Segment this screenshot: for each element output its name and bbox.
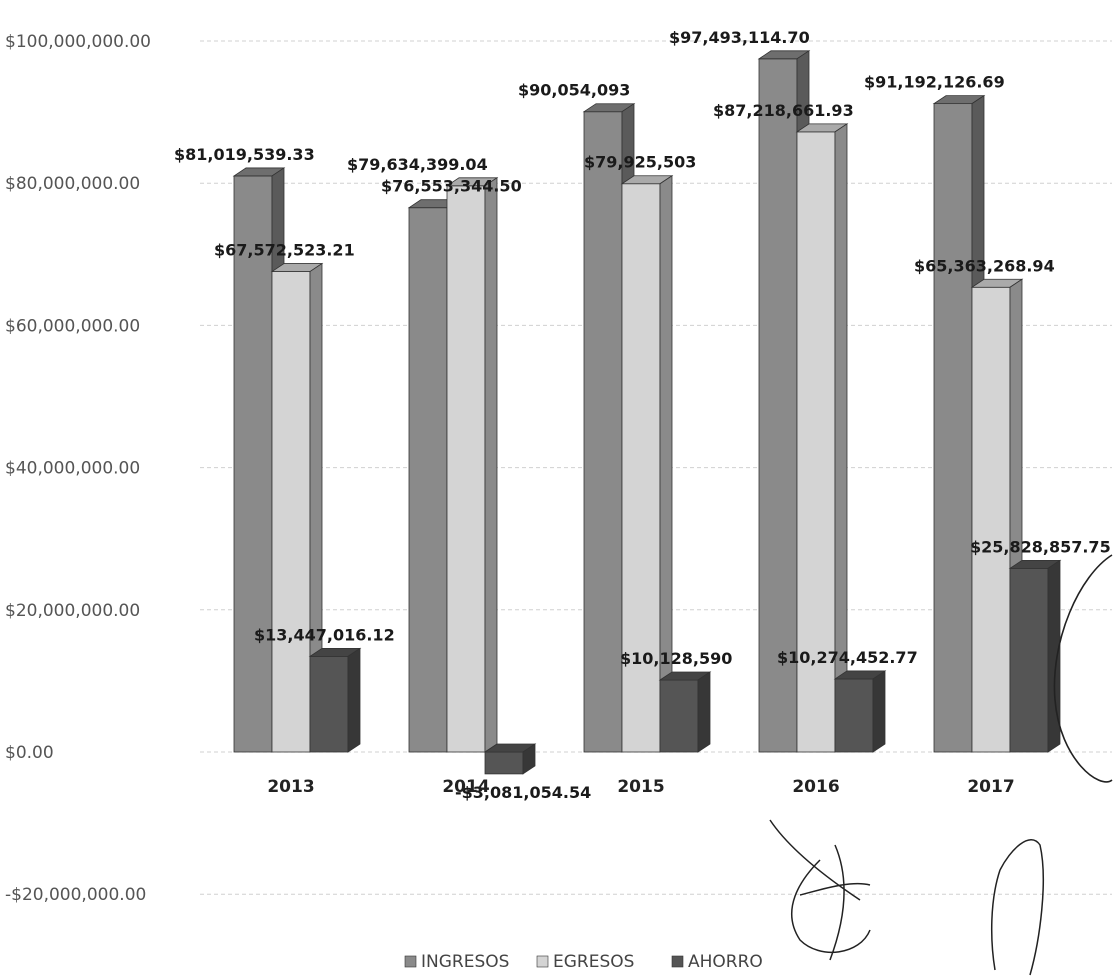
bar-front [408,207,448,753]
bar-ahorro-2013 [308,647,362,753]
x-category-label: 2013 [267,777,314,797]
bar-front [796,131,836,753]
y-tick-label: $0.00 [5,743,54,763]
bar-front [309,655,349,753]
legend-swatch [536,955,549,968]
bar-front [446,185,486,753]
bars [232,50,1062,775]
data-label: -$3,081,054.54 [455,783,591,802]
x-category-label: 2016 [792,777,839,797]
bar-side [347,647,361,753]
legend-label: INGRESOS [421,952,509,972]
signature-initials [769,819,871,961]
x-category-label: 2014 [442,777,489,797]
bar-front [659,679,699,753]
bar-side [484,177,498,753]
x-category-label: 2017 [967,777,1014,797]
data-label: $90,054,093 [518,81,630,100]
bar-front [758,58,798,753]
data-label: $79,634,399.04 [347,155,488,174]
y-tick-label: -$20,000,000.00 [5,885,146,905]
bar-egresos-2014 [445,177,499,753]
bar-front [933,103,973,753]
bar-ahorro-2015 [658,671,712,753]
legend-item-ahorro: AHORRO [671,952,763,972]
signature-stroke-right-edge [1053,554,1113,783]
data-label: $87,218,661.93 [713,101,854,120]
bar-ahorro-2014 [483,743,537,775]
data-label: $10,128,590 [620,649,732,668]
bar-side [1047,559,1061,753]
bar-front [971,286,1011,753]
data-label: $97,493,114.70 [669,28,810,47]
data-label: $67,572,523.21 [214,241,355,260]
handwritten-signatures [769,554,1113,976]
data-label: $79,925,503 [584,153,696,172]
signature-stroke-bottom-right [991,839,1044,976]
y-tick-label: $80,000,000.00 [5,174,140,194]
y-axis-tick-labels: $100,000,000.00 $80,000,000.00 $60,000,000… [5,32,151,905]
legend-swatch [671,955,684,968]
bar-front [484,751,524,775]
data-label: $13,447,016.12 [254,625,395,644]
bar-side [872,670,886,753]
bar-ahorro-2016 [833,670,887,753]
data-label: $81,019,539.33 [174,145,315,164]
legend-label: AHORRO [688,952,763,972]
legend-item-egresos: EGRESOS [536,952,634,972]
legend-label: EGRESOS [553,952,634,972]
y-tick-label: $100,000,000.00 [5,32,151,52]
legend-item-ingresos: INGRESOS [404,952,509,972]
category-labels: 2013 2014 2015 2016 2017 [267,777,1014,797]
bar-side [697,671,711,753]
data-labels: $81,019,539.33 $67,572,523.21 $13,447,016.… [174,28,1111,802]
legend: INGRESOS EGRESOS AHORRO [404,952,763,972]
bar-side [522,743,536,775]
bar-front [834,678,874,753]
bar-front [233,175,273,753]
bar-ahorro-2017 [1008,559,1062,753]
bar-egresos-2015 [620,174,674,753]
bar-egresos-2016 [795,123,849,753]
y-tick-label: $20,000,000.00 [5,601,140,621]
data-label: $10,274,452.77 [777,648,918,667]
x-category-label: 2015 [617,777,664,797]
bar-front [1009,567,1049,753]
bar-front [271,271,311,753]
bar-front [583,111,623,753]
legend-swatch [404,955,417,968]
data-label: $65,363,268.94 [914,256,1055,275]
y-tick-label: $40,000,000.00 [5,459,140,479]
data-label: $91,192,126.69 [864,73,1005,92]
y-tick-label: $60,000,000.00 [5,316,140,336]
bar-egresos-2013 [270,262,324,753]
data-label: $25,828,857.75 [970,537,1111,556]
data-label: $76,553,344.50 [381,177,522,196]
